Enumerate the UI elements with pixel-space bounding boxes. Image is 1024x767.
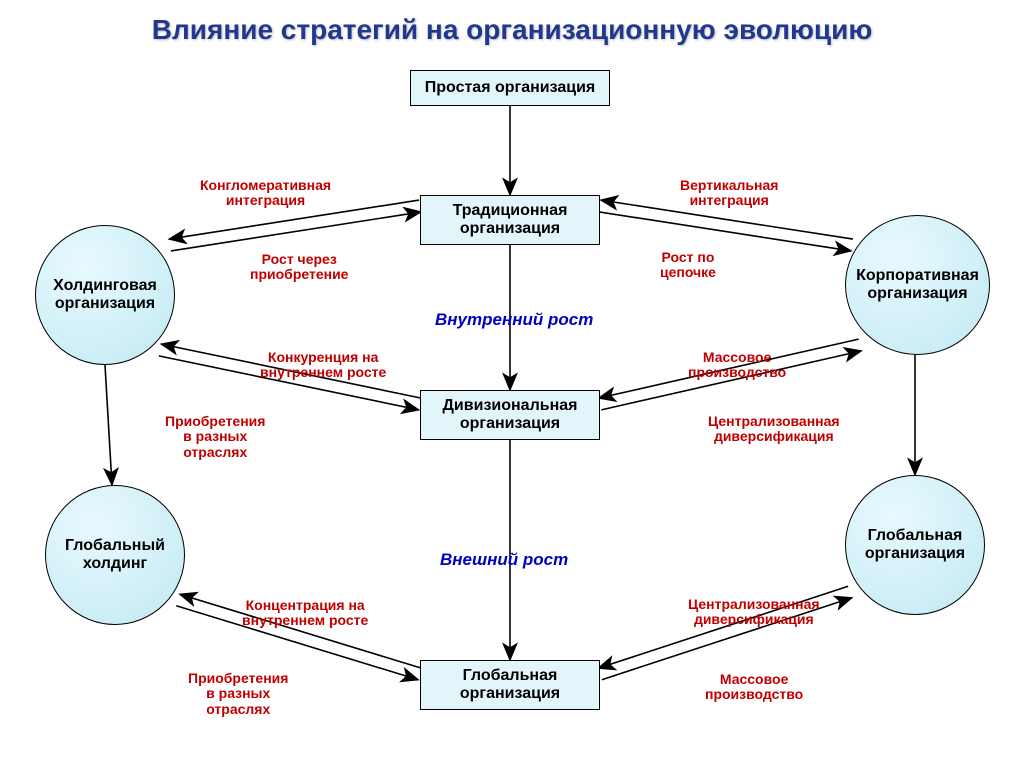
- edge-label-vertical: Вертикальнаяинтеграция: [680, 178, 778, 209]
- edge-label-conglomerate: Конгломеративнаяинтеграция: [200, 178, 331, 209]
- flow-label-external: Внешний рост: [440, 550, 568, 570]
- node-traditional-org: Традиционнаяорганизация: [420, 195, 600, 245]
- node-holding: Холдинговаяорганизация: [35, 225, 175, 365]
- node-corporate: Корпоративнаяорганизация: [845, 215, 990, 355]
- edge-label-mass-prod-2: Массовоепроизводство: [705, 672, 803, 703]
- node-global-org-circle: Глобальнаяорганизация: [845, 475, 985, 615]
- node-global-org-rect: Глобальнаяорганизация: [420, 660, 600, 710]
- page-title: Влияние стратегий на организационную эво…: [0, 14, 1024, 46]
- node-divisional-org: Дивизиональнаяорганизация: [420, 390, 600, 440]
- arrows-layer: [0, 0, 1024, 767]
- edge-label-acq-growth: Рост черезприобретение: [250, 252, 348, 283]
- edge-label-central-div-1: Централизованнаядиверсификация: [708, 414, 840, 445]
- edge-label-acq-industries-1: Приобретенияв разныхотраслях: [165, 414, 265, 460]
- node-global-holding: Глобальныйхолдинг: [45, 485, 185, 625]
- edge-label-concentration: Концентрация навнутреннем росте: [242, 598, 368, 629]
- edge-label-competition: Конкуренция навнутреннем росте: [260, 350, 386, 381]
- edge-label-acq-industries-2: Приобретенияв разныхотраслях: [188, 671, 288, 717]
- flow-label-internal: Внутренний рост: [435, 310, 593, 330]
- edge-label-mass-prod-1: Массовоепроизводство: [688, 350, 786, 381]
- edge-label-central-div-2: Централизованнаядиверсификация: [688, 597, 820, 628]
- edge-label-chain: Рост поцепочке: [660, 250, 716, 281]
- node-simple-org: Простая организация: [410, 70, 610, 106]
